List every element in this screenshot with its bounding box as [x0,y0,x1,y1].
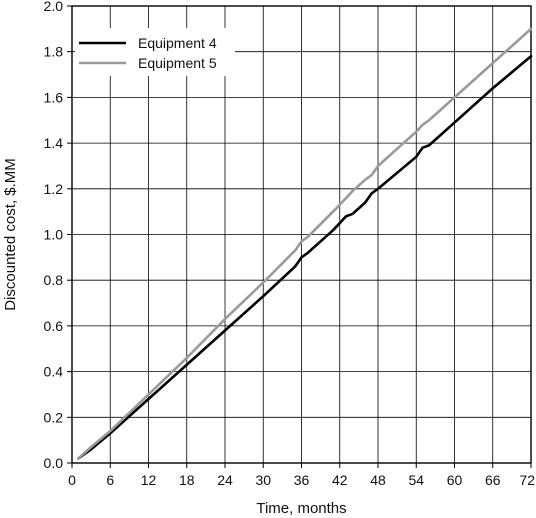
x-tick-label: 42 [332,472,348,488]
series-line-equipment-4 [77,54,533,460]
x-tick-label: 24 [217,472,233,488]
x-axis-ticks: 0 6 12 18 24 30 36 42 48 54 60 66 72 [68,463,535,488]
legend-label-equipment-4: Equipment 4 [138,35,217,51]
grid-lines [72,6,531,463]
x-tick-label: 54 [408,472,424,488]
y-tick-label: 1.6 [44,89,64,105]
x-tick-label: 48 [370,472,386,488]
legend-label-equipment-5: Equipment 5 [138,55,217,71]
y-tick-label: 1.2 [44,181,64,197]
y-tick-label: 1.8 [44,44,64,60]
x-axis-title: Time, months [256,500,346,517]
y-tick-label: 0.4 [44,364,64,380]
x-tick-label: 18 [179,472,195,488]
y-tick-label: 1.0 [44,227,64,243]
series-lines [77,27,533,460]
y-tick-label: 0.0 [44,455,64,471]
y-tick-label: 2.0 [44,0,64,14]
x-tick-label: 30 [255,472,271,488]
legend: Equipment 4 Equipment 5 [75,28,235,76]
series-line-equipment-5 [77,27,533,460]
x-tick-label: 6 [106,472,114,488]
legend-background [75,28,235,76]
x-tick-label: 12 [141,472,157,488]
y-axis-ticks: 0.0 0.2 0.4 0.6 0.8 1.0 1.2 1.4 1.6 1.8 2.0 [44,0,72,471]
x-tick-label: 36 [294,472,310,488]
x-tick-label: 0 [68,472,76,488]
y-axis-title: Discounted cost, $.MM [2,158,19,311]
x-tick-label: 72 [519,472,535,488]
y-tick-label: 0.8 [44,272,64,288]
y-tick-label: 0.2 [44,409,64,425]
y-tick-label: 0.6 [44,318,64,334]
x-tick-label: 60 [447,472,463,488]
x-tick-label: 66 [485,472,501,488]
y-tick-label: 1.4 [44,135,64,151]
